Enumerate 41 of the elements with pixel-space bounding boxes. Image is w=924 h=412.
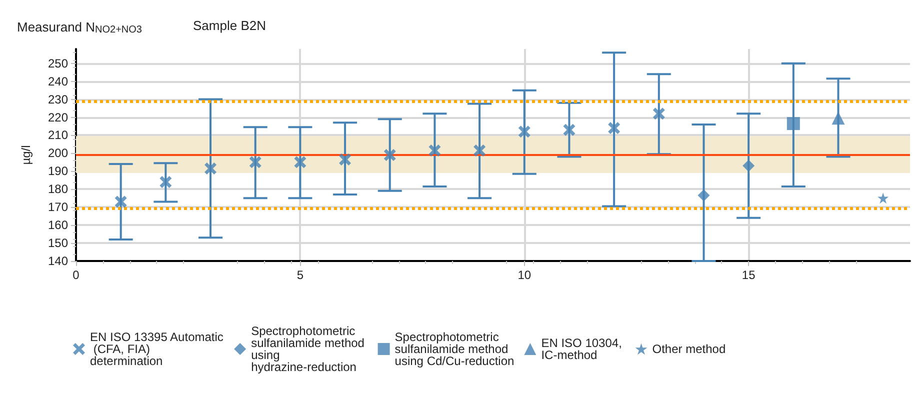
point (518, 126, 530, 138)
y-axis-title: µg/l (19, 145, 33, 165)
y-tick-label: 190 (48, 164, 68, 178)
legend-label: Spectrophotometric sulfanilamide method using Cd/Cu-reduction (394, 330, 514, 368)
point (652, 108, 665, 120)
y-tick-label: 230 (48, 92, 68, 106)
point (608, 122, 620, 134)
point (428, 144, 441, 157)
legend-label: Spectrophotometric sulfanilamide method using hydrazine-reduction (251, 324, 368, 374)
y-tick-label: 170 (48, 200, 68, 214)
y-tick-label: 240 (48, 74, 68, 88)
legend-label: Other method (652, 342, 726, 356)
y-tick-label: 210 (48, 128, 68, 142)
point (204, 162, 217, 174)
y-tick-label: 150 (48, 236, 68, 250)
point (249, 156, 262, 168)
point (878, 192, 889, 204)
legend-label: EN ISO 13395 Automatic (CFA, FIA) determination (90, 330, 224, 368)
point (698, 189, 710, 202)
y-tick-label: 250 (48, 56, 68, 70)
y-tick-label: 200 (48, 146, 68, 160)
point (114, 196, 127, 208)
point (160, 176, 172, 188)
x-tick-label: 5 (296, 268, 304, 282)
point (742, 160, 755, 172)
point (786, 117, 800, 130)
point (384, 149, 396, 161)
y-tick-label: 180 (48, 182, 68, 196)
x-tick-label: 15 (742, 268, 756, 282)
point (339, 153, 352, 166)
chart-subtitle: Sample B2N (193, 18, 266, 33)
y-tick-label: 160 (48, 218, 68, 232)
y-tick-label: 220 (48, 110, 68, 124)
x-tick-label: 10 (518, 268, 532, 282)
x-tick-label: 0 (72, 268, 80, 282)
point (563, 124, 576, 136)
point (474, 144, 486, 157)
legend-label: EN ISO 10304, IC-method (541, 336, 626, 362)
point (294, 156, 306, 168)
point (832, 112, 845, 125)
y-tick-label: 140 (48, 254, 68, 268)
